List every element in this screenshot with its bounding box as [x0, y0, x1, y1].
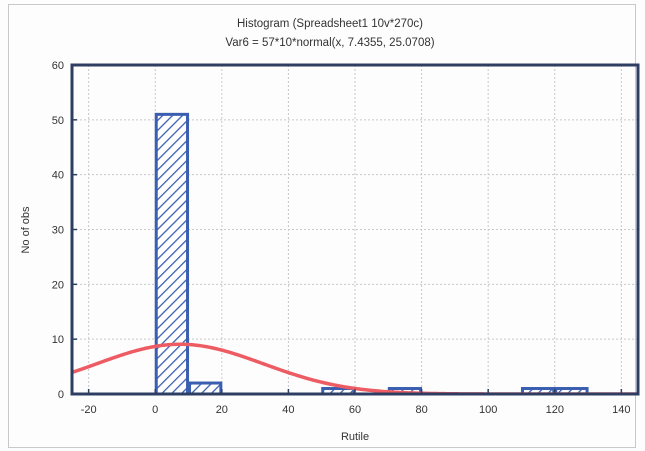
y-tick-label: 20: [52, 279, 64, 291]
x-tick-label: -20: [81, 404, 97, 416]
x-tick-label: 40: [282, 404, 294, 416]
x-tick-label: 20: [216, 404, 228, 416]
x-tick-label: 60: [349, 404, 361, 416]
y-tick-label: 30: [52, 225, 64, 237]
y-tick-label: 10: [52, 334, 64, 346]
x-tick-label: 120: [546, 404, 564, 416]
histogram-bar: [188, 381, 223, 396]
y-tick-label: 0: [58, 389, 64, 401]
y-tick-label: 50: [52, 115, 64, 127]
y-axis-label: No of obs: [20, 206, 32, 254]
x-tick-label: 100: [479, 404, 497, 416]
y-axis-ticks: 0 10 20 30 40 50 60: [52, 60, 77, 401]
y-tick-label: 40: [52, 170, 64, 182]
x-tick-label: 0: [152, 404, 158, 416]
x-tick-label: 140: [612, 404, 630, 416]
chart-title: Histogram (Spreadsheet1 10v*270c): [237, 18, 423, 30]
histogram-bars: [154, 112, 589, 396]
x-tick-label: 80: [415, 404, 427, 416]
x-axis-ticks: -20 0 20 40 60 80 100 120 140: [81, 389, 631, 416]
histogram-bar: [154, 112, 190, 396]
chart-subtitle: Var6 = 57*10*normal(x, 7.4355, 25.0708): [225, 37, 434, 49]
x-axis-label: Rutile: [341, 431, 369, 443]
normal-fit-curve: [72, 342, 638, 394]
y-tick-label: 60: [52, 60, 64, 72]
fit-curve-layer: [72, 342, 638, 394]
figure-border: [8, 4, 636, 448]
